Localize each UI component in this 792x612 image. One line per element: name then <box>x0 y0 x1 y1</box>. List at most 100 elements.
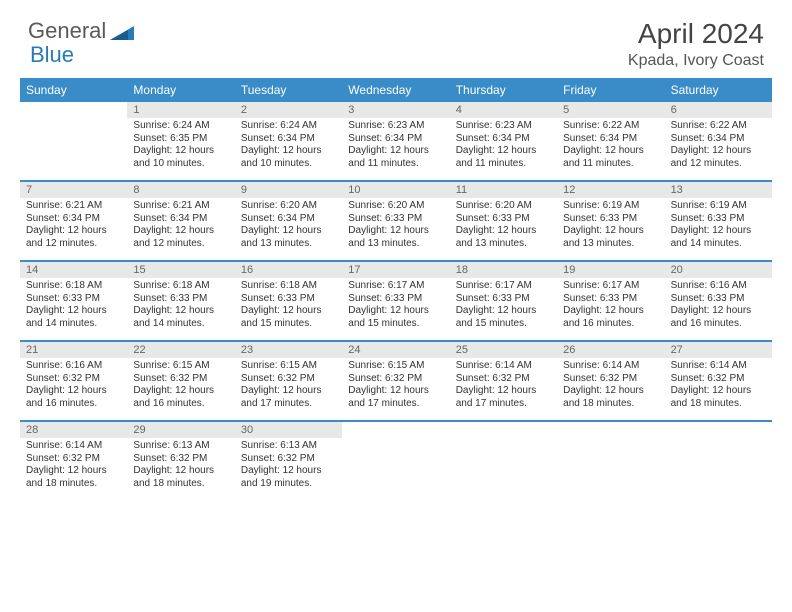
week-row: 28Sunrise: 6:14 AMSunset: 6:32 PMDayligh… <box>20 422 772 500</box>
day-number: 12 <box>557 182 664 198</box>
day-number: 29 <box>127 422 234 438</box>
day-cell: 19Sunrise: 6:17 AMSunset: 6:33 PMDayligh… <box>557 262 664 340</box>
daylight-text: Daylight: 12 hours and 12 minutes. <box>133 225 228 250</box>
sunrise-text: Sunrise: 6:17 AM <box>348 280 443 293</box>
day-number: 23 <box>235 342 342 358</box>
sunrise-text: Sunrise: 6:17 AM <box>456 280 551 293</box>
day-body: Sunrise: 6:15 AMSunset: 6:32 PMDaylight:… <box>342 358 449 414</box>
sunrise-text: Sunrise: 6:14 AM <box>671 360 766 373</box>
daylight-text: Daylight: 12 hours and 15 minutes. <box>348 305 443 330</box>
day-cell: 29Sunrise: 6:13 AMSunset: 6:32 PMDayligh… <box>127 422 234 500</box>
day-cell <box>20 102 127 180</box>
sunrise-text: Sunrise: 6:21 AM <box>133 200 228 213</box>
sunset-text: Sunset: 6:32 PM <box>348 373 443 386</box>
week-row: 21Sunrise: 6:16 AMSunset: 6:32 PMDayligh… <box>20 342 772 422</box>
sunrise-text: Sunrise: 6:16 AM <box>671 280 766 293</box>
day-cell: 11Sunrise: 6:20 AMSunset: 6:33 PMDayligh… <box>450 182 557 260</box>
day-body: Sunrise: 6:14 AMSunset: 6:32 PMDaylight:… <box>20 438 127 494</box>
day-number: 4 <box>450 102 557 118</box>
day-number: 19 <box>557 262 664 278</box>
sunrise-text: Sunrise: 6:18 AM <box>241 280 336 293</box>
daylight-text: Daylight: 12 hours and 11 minutes. <box>563 145 658 170</box>
sunrise-text: Sunrise: 6:14 AM <box>456 360 551 373</box>
daylight-text: Daylight: 12 hours and 10 minutes. <box>241 145 336 170</box>
day-body: Sunrise: 6:17 AMSunset: 6:33 PMDaylight:… <box>557 278 664 334</box>
sunrise-text: Sunrise: 6:23 AM <box>348 120 443 133</box>
day-body: Sunrise: 6:20 AMSunset: 6:33 PMDaylight:… <box>450 198 557 254</box>
day-cell: 5Sunrise: 6:22 AMSunset: 6:34 PMDaylight… <box>557 102 664 180</box>
daylight-text: Daylight: 12 hours and 18 minutes. <box>671 385 766 410</box>
daylight-text: Daylight: 12 hours and 13 minutes. <box>563 225 658 250</box>
day-cell: 7Sunrise: 6:21 AMSunset: 6:34 PMDaylight… <box>20 182 127 260</box>
day-number <box>665 422 772 438</box>
sunset-text: Sunset: 6:32 PM <box>241 453 336 466</box>
day-body: Sunrise: 6:16 AMSunset: 6:32 PMDaylight:… <box>20 358 127 414</box>
daylight-text: Daylight: 12 hours and 18 minutes. <box>26 465 121 490</box>
day-number: 10 <box>342 182 449 198</box>
week-row: 14Sunrise: 6:18 AMSunset: 6:33 PMDayligh… <box>20 262 772 342</box>
daylight-text: Daylight: 12 hours and 16 minutes. <box>671 305 766 330</box>
day-cell: 2Sunrise: 6:24 AMSunset: 6:34 PMDaylight… <box>235 102 342 180</box>
sunset-text: Sunset: 6:34 PM <box>563 133 658 146</box>
day-cell: 21Sunrise: 6:16 AMSunset: 6:32 PMDayligh… <box>20 342 127 420</box>
day-body: Sunrise: 6:17 AMSunset: 6:33 PMDaylight:… <box>342 278 449 334</box>
sunset-text: Sunset: 6:33 PM <box>348 213 443 226</box>
day-number: 28 <box>20 422 127 438</box>
sunrise-text: Sunrise: 6:15 AM <box>133 360 228 373</box>
daylight-text: Daylight: 12 hours and 11 minutes. <box>456 145 551 170</box>
weekday-label: Thursday <box>450 78 557 102</box>
day-number: 25 <box>450 342 557 358</box>
day-number: 21 <box>20 342 127 358</box>
sunset-text: Sunset: 6:32 PM <box>241 373 336 386</box>
sunset-text: Sunset: 6:33 PM <box>563 213 658 226</box>
logo-text-2: Blue <box>30 42 74 67</box>
daylight-text: Daylight: 12 hours and 14 minutes. <box>133 305 228 330</box>
day-number: 5 <box>557 102 664 118</box>
day-cell <box>450 422 557 500</box>
day-cell: 8Sunrise: 6:21 AMSunset: 6:34 PMDaylight… <box>127 182 234 260</box>
day-cell: 22Sunrise: 6:15 AMSunset: 6:32 PMDayligh… <box>127 342 234 420</box>
sunset-text: Sunset: 6:35 PM <box>133 133 228 146</box>
daylight-text: Daylight: 12 hours and 11 minutes. <box>348 145 443 170</box>
sunset-text: Sunset: 6:32 PM <box>26 453 121 466</box>
day-body: Sunrise: 6:21 AMSunset: 6:34 PMDaylight:… <box>127 198 234 254</box>
day-number: 18 <box>450 262 557 278</box>
day-body: Sunrise: 6:15 AMSunset: 6:32 PMDaylight:… <box>235 358 342 414</box>
day-body: Sunrise: 6:22 AMSunset: 6:34 PMDaylight:… <box>665 118 772 174</box>
day-cell: 15Sunrise: 6:18 AMSunset: 6:33 PMDayligh… <box>127 262 234 340</box>
day-body: Sunrise: 6:22 AMSunset: 6:34 PMDaylight:… <box>557 118 664 174</box>
daylight-text: Daylight: 12 hours and 17 minutes. <box>456 385 551 410</box>
sunrise-text: Sunrise: 6:14 AM <box>563 360 658 373</box>
sunrise-text: Sunrise: 6:24 AM <box>133 120 228 133</box>
sunset-text: Sunset: 6:33 PM <box>241 293 336 306</box>
sunrise-text: Sunrise: 6:18 AM <box>26 280 121 293</box>
daylight-text: Daylight: 12 hours and 15 minutes. <box>241 305 336 330</box>
sunset-text: Sunset: 6:34 PM <box>671 133 766 146</box>
daylight-text: Daylight: 12 hours and 15 minutes. <box>456 305 551 330</box>
sunrise-text: Sunrise: 6:20 AM <box>241 200 336 213</box>
day-number: 14 <box>20 262 127 278</box>
weekday-label: Tuesday <box>235 78 342 102</box>
daylight-text: Daylight: 12 hours and 13 minutes. <box>241 225 336 250</box>
location-label: Kpada, Ivory Coast <box>628 52 764 70</box>
day-body: Sunrise: 6:24 AMSunset: 6:34 PMDaylight:… <box>235 118 342 174</box>
month-title: April 2024 <box>628 18 764 50</box>
daylight-text: Daylight: 12 hours and 13 minutes. <box>348 225 443 250</box>
daylight-text: Daylight: 12 hours and 18 minutes. <box>563 385 658 410</box>
day-cell: 3Sunrise: 6:23 AMSunset: 6:34 PMDaylight… <box>342 102 449 180</box>
day-body: Sunrise: 6:15 AMSunset: 6:32 PMDaylight:… <box>127 358 234 414</box>
sunset-text: Sunset: 6:34 PM <box>241 213 336 226</box>
day-number: 16 <box>235 262 342 278</box>
sunset-text: Sunset: 6:32 PM <box>456 373 551 386</box>
sunset-text: Sunset: 6:32 PM <box>671 373 766 386</box>
sunset-text: Sunset: 6:33 PM <box>133 293 228 306</box>
day-cell: 14Sunrise: 6:18 AMSunset: 6:33 PMDayligh… <box>20 262 127 340</box>
sunrise-text: Sunrise: 6:23 AM <box>456 120 551 133</box>
day-cell: 27Sunrise: 6:14 AMSunset: 6:32 PMDayligh… <box>665 342 772 420</box>
logo: General <box>28 18 136 44</box>
week-row: 7Sunrise: 6:21 AMSunset: 6:34 PMDaylight… <box>20 182 772 262</box>
logo-line2: Blue <box>30 42 74 68</box>
logo-text-1: General <box>28 18 106 44</box>
sunset-text: Sunset: 6:34 PM <box>348 133 443 146</box>
day-body: Sunrise: 6:14 AMSunset: 6:32 PMDaylight:… <box>450 358 557 414</box>
